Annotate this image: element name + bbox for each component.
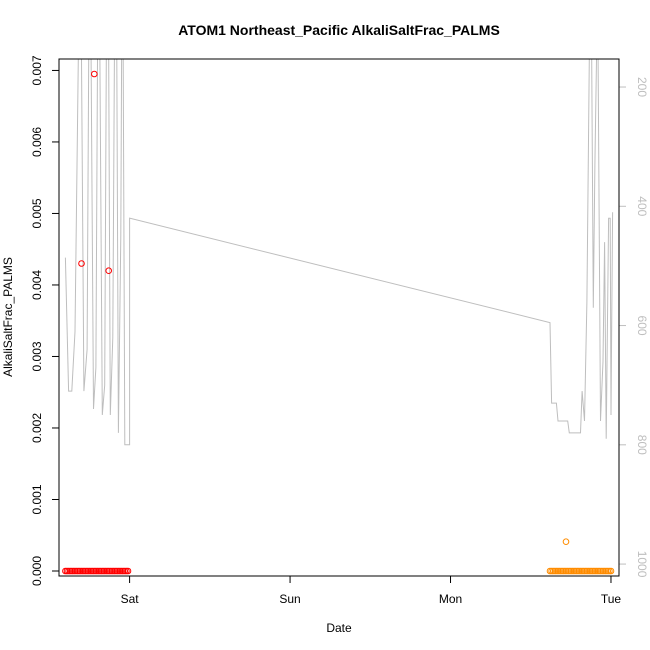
y-tick-label: 0.005 (30, 198, 44, 228)
data-point (91, 70, 98, 78)
y-tick-label: 0.004 (30, 270, 44, 300)
data-point (607, 567, 615, 575)
x-tick-label: Sat (121, 592, 140, 606)
y-axis-label: AlkaliSaltFrac_PALMS (1, 257, 15, 377)
data-point (105, 267, 112, 275)
x-tick-label: Mon (439, 592, 462, 606)
plot-frame (58, 58, 620, 577)
x-tick-label: Tue (601, 592, 622, 606)
data-point (562, 538, 570, 546)
y-tick-label: 0.002 (30, 413, 44, 443)
y-tick-label: 0.001 (30, 484, 44, 514)
y2-tick-label: 1000 (635, 551, 649, 578)
x-axis-label: Date (326, 621, 352, 635)
data-point (78, 260, 85, 267)
y2-tick-label: 600 (635, 316, 649, 336)
y-tick-label: 0.003 (30, 341, 44, 371)
points-layer (62, 70, 615, 575)
x-tick-label: Sun (279, 592, 300, 606)
axes-layer: Sat Sun Mon Tue 0.000 0.001 0.002 0.003 0.004 0.0… (30, 55, 649, 606)
y2-tick-label: 400 (635, 196, 649, 216)
data-point (124, 567, 132, 575)
y-tick-label: 0.000 (30, 556, 44, 586)
y2-tick-label: 800 (635, 435, 649, 455)
y2-tick-label: 200 (635, 77, 649, 97)
y-tick-label: 0.007 (30, 55, 44, 85)
chart-title: ATOM1 Northeast_Pacific AlkaliSaltFrac_P… (178, 22, 500, 38)
y-tick-label: 0.006 (30, 127, 44, 157)
